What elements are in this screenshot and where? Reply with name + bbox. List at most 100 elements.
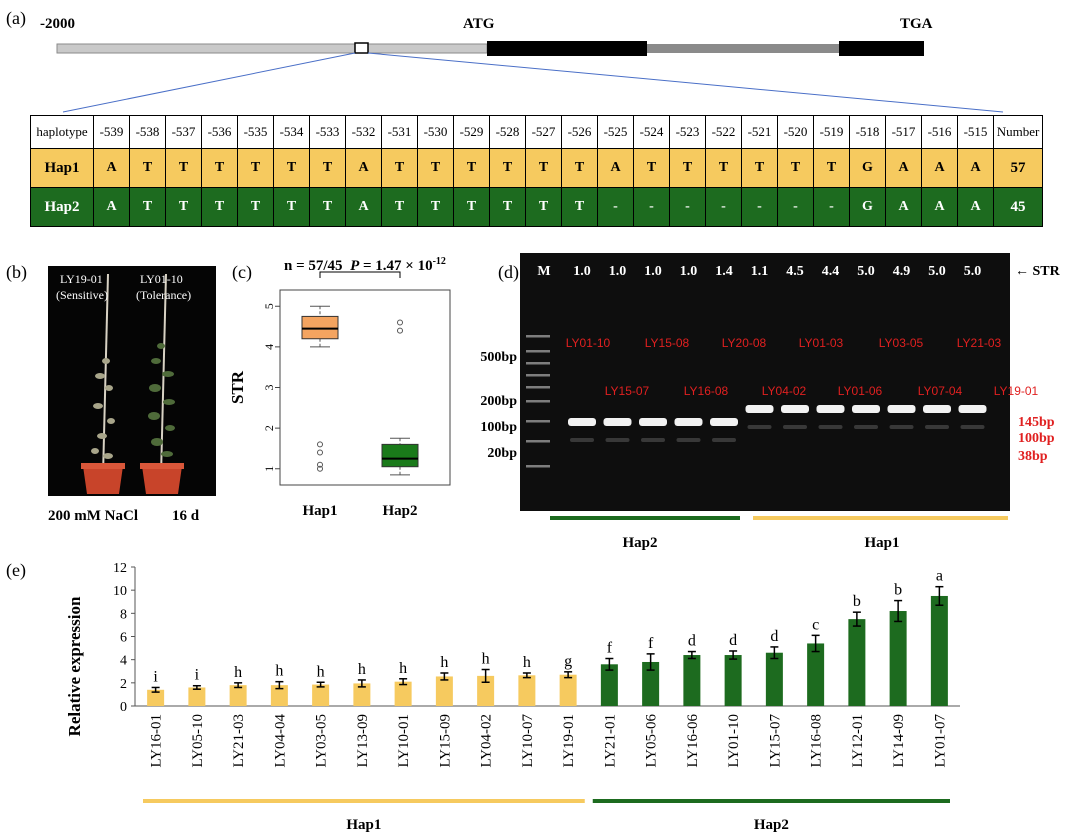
sample-name-label: LY15-07 [605, 384, 650, 398]
header-position: -530 [417, 115, 454, 149]
x-category-label: LY04-04 [272, 714, 288, 768]
str-value: 1.4 [715, 264, 733, 279]
base-cell: T [489, 148, 526, 188]
str-region-box [354, 42, 369, 54]
base-cell: A [921, 148, 958, 188]
base-cell: T [489, 187, 526, 227]
base-cell: A [885, 187, 922, 227]
significance-letter: h [234, 664, 242, 681]
significance-letter: i [195, 667, 200, 684]
zoom-line-left [62, 52, 356, 113]
y-tick-label: 10 [113, 584, 127, 599]
atg-label: ATG [463, 16, 495, 32]
sample-band [745, 405, 774, 413]
significance-letter: d [729, 632, 737, 649]
x-category-label: LY15-07 [767, 714, 783, 768]
panel-d-label: (d) [498, 262, 519, 282]
ladder-band [526, 440, 550, 443]
ladder-size-label: 20bp [487, 446, 517, 461]
ladder-band [526, 350, 550, 353]
header-position: -537 [165, 115, 202, 149]
sample-name-label: LY15-08 [645, 336, 690, 350]
y-tick-label: 4 [120, 654, 127, 669]
header-position: -529 [453, 115, 490, 149]
x-category-label: LY05-10 [190, 714, 206, 768]
base-cell: T [669, 148, 706, 188]
significance-letter: i [153, 668, 158, 685]
plant-right-note: (Tolerance) [136, 288, 192, 302]
str-value: 1.0 [609, 264, 627, 279]
tga-label: TGA [900, 16, 933, 32]
significance-letter: h [523, 654, 531, 671]
x-category-label: LY12-01 [850, 714, 866, 768]
expression-bar [683, 655, 701, 706]
header-haplotype: haplotype [30, 115, 94, 149]
plant-photo-illustration [48, 266, 216, 496]
header-position: -520 [777, 115, 814, 149]
expression-bar [518, 675, 536, 706]
base-cell: T [381, 187, 418, 227]
sample-band [603, 418, 632, 426]
str-value: 1.0 [644, 264, 662, 279]
x-category-label: LY01-07 [932, 714, 948, 768]
header-number: Number [993, 115, 1043, 149]
plant-photo: LY19-01 (Sensitive) LY01-10 (Tolerance) [48, 266, 216, 496]
x-category-label: LY16-01 [149, 714, 165, 768]
table-header-row: haplotype -539 -538 -537 -536 -535 -534 -533 -53… [30, 115, 1043, 149]
x-category-label: LY13-09 [355, 714, 371, 768]
base-cell: G [849, 148, 886, 188]
y-tick-label: 5 [262, 303, 276, 309]
base-cell: - [597, 187, 634, 227]
haplotype-name: Hap2 [30, 187, 94, 227]
base-cell: T [237, 148, 274, 188]
expression-bar [848, 619, 866, 706]
ladder-band [526, 420, 550, 423]
sample-name-label: LY03-05 [879, 336, 924, 350]
header-position: -523 [669, 115, 706, 149]
plant-left-note: (Sensitive) [56, 288, 108, 302]
x-category-label: LY01-10 [726, 714, 742, 768]
base-cell: T [237, 187, 274, 227]
band-size-label: 145bp [1018, 415, 1055, 430]
header-position: -535 [237, 115, 274, 149]
base-cell: A [885, 148, 922, 188]
base-cell: - [633, 187, 670, 227]
base-cell: - [777, 187, 814, 227]
sample-name-label: LY07-04 [918, 384, 963, 398]
p-value: = 1.47 × 10 [359, 258, 433, 274]
faint-band [641, 438, 665, 442]
str-value: 5.0 [964, 264, 982, 279]
header-position: -538 [129, 115, 166, 149]
str-value: 1.0 [573, 264, 591, 279]
promoter-start-marker: -2000 [40, 16, 75, 32]
str-value: 1.0 [680, 264, 698, 279]
x-category-label: LY19-01 [561, 714, 577, 768]
y-tick-label: 4 [262, 344, 276, 350]
base-cell: T [309, 148, 346, 188]
exon-2 [839, 41, 924, 56]
faint-band [570, 438, 594, 442]
sample-name-label: LY04-02 [762, 384, 807, 398]
expression-bar [394, 681, 412, 706]
str-value: 4.5 [786, 264, 804, 279]
header-position: -536 [201, 115, 238, 149]
faint-band [854, 425, 878, 429]
sample-name-label: LY19-01 [994, 384, 1039, 398]
faint-band [783, 425, 807, 429]
str-value: 4.4 [822, 264, 840, 279]
expression-bar [435, 676, 453, 706]
base-cell: T [453, 148, 490, 188]
marker-lane-label: M [537, 264, 550, 279]
ladder-band [526, 386, 550, 389]
header-position: -516 [921, 115, 958, 149]
expression-bar [477, 675, 495, 706]
group-label-hap2: Hap2 [622, 535, 657, 551]
expression-bar [930, 595, 948, 706]
outlier-point [317, 465, 323, 472]
x-category-label: LY16-06 [685, 714, 701, 768]
base-cell: A [345, 148, 382, 188]
y-tick-label: 3 [262, 385, 276, 391]
significance-bracket [319, 271, 401, 278]
zoom-line-right [367, 52, 1004, 113]
sample-name-label: LY01-03 [799, 336, 844, 350]
